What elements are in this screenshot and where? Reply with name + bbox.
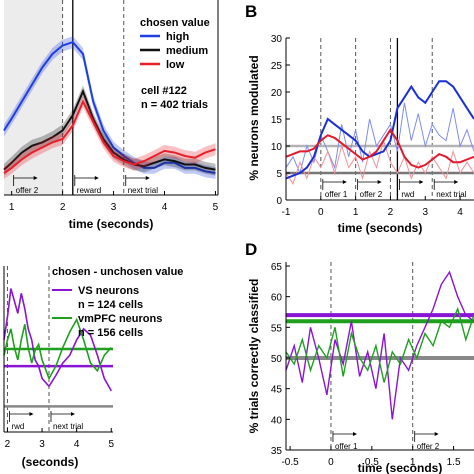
panel-a-legend-label-high: high — [166, 31, 189, 43]
panel-d-event-label-offer1: offer 1 — [335, 442, 358, 451]
panel-d-y-tick-label: 35 — [271, 446, 283, 457]
panel-d-x-tick-label: 1.5 — [447, 457, 461, 468]
panel-b-y-tick-label: 10 — [271, 142, 283, 153]
panel-b-x-tick-label: 2 — [388, 207, 394, 218]
panel-a-series-high — [3, 40, 216, 174]
panel-d-x-tick-label: -0.5 — [281, 457, 299, 468]
panel-d-y-tick-label: 60 — [271, 293, 283, 304]
panel-d-y-tick-label: 65 — [271, 262, 283, 273]
panel-d-y-label: % trials correctly classified — [247, 279, 261, 434]
panel-b: B offer 1 offer 2 rwd next trial -1 0 1 2 3 4051… — [245, 2, 474, 235]
panel-c-event-label-next-trial-arrowhead — [70, 412, 75, 416]
panel-b-event-label-next-trial: next trial — [436, 190, 466, 199]
panel-c-x-tick-label: 5 — [108, 439, 114, 450]
panel-c-series-vmpfc — [3, 317, 112, 381]
panel-b-x-tick-label: 1 — [353, 207, 359, 218]
panel-a-event-label-reward-arrowhead — [94, 176, 99, 180]
panel-d-x-tick-label: 1 — [410, 457, 416, 468]
panel-a-shaded-region — [4, 0, 63, 195]
panel-d-y-tick-label: 40 — [271, 415, 283, 426]
panel-a-x-label: time (seconds) — [69, 217, 154, 231]
panel-c-series-vs — [3, 288, 112, 392]
panel-a-x-tick-label: 2 — [60, 202, 66, 213]
panel-b-event-label-rwd: rwd — [401, 190, 414, 199]
panel-b-event-label-offer2: offer 2 — [360, 190, 383, 199]
panel-b-x-label: time (seconds) — [338, 221, 423, 235]
panel-c-event-label-rwd-arrowhead — [29, 412, 34, 416]
panel-d-event-label-offer1-arrowhead — [352, 432, 357, 436]
panel-b-x-tick-label: -1 — [282, 207, 291, 218]
panel-c-x-tick-label: 4 — [74, 439, 80, 450]
panel-b-letter: B — [245, 2, 257, 21]
panel-c-event-label-next-trial: next trial — [53, 422, 83, 431]
panel-a: offer 2 reward next trial 1 2 3 4 5 time (seco… — [3, 0, 219, 231]
panel-b-y-tick-label: 15 — [271, 115, 283, 126]
panel-a-event-label-next-trial: next trial — [128, 186, 158, 195]
panel-a-series-band-medium — [4, 85, 216, 176]
panel-a-x-tick-label: 1 — [9, 202, 15, 213]
panel-b-series-light_red — [285, 138, 474, 185]
panel-a-event-label-offer2-arrowhead — [33, 176, 38, 180]
panel-b-y-label: % neurons modulated — [247, 55, 261, 180]
panel-b-y-tick-label: 20 — [271, 88, 283, 99]
panel-d-x-label: time (seconds) — [358, 461, 443, 474]
panel-a-series-medium — [3, 88, 216, 171]
panel-d-x-tick-label: 0 — [328, 457, 334, 468]
panel-c-legend-count-vs: n = 124 cells — [78, 299, 143, 311]
panel-b-series-light_blue — [285, 102, 474, 175]
panel-a-x-tick-label: 5 — [213, 202, 219, 213]
panel-a-annotation-cell: cell #122 — [141, 85, 187, 97]
panel-d-y-tick-label: 50 — [271, 354, 283, 365]
panel-a-event-label-reward: reward — [77, 186, 101, 195]
panel-a-series-low — [3, 99, 216, 174]
panel-c-x-label: (seconds) — [22, 455, 79, 469]
panel-d: D offer 1 offer 2 -0.5 0 0.5 1 1.5 35 40 45 50 55 6… — [245, 240, 474, 474]
panel-c-legend-title: chosen - unchosen value — [52, 266, 183, 278]
panel-b-x-tick-label: 3 — [422, 207, 428, 218]
panel-b-event-label-offer1: offer 1 — [325, 190, 348, 199]
panel-c-legend-label-vs: VS neurons — [78, 285, 139, 297]
panel-b-series-red — [285, 127, 474, 169]
panel-a-annotation-trials: n = 402 trials — [141, 99, 208, 111]
panel-a-x-tick-label: 4 — [162, 202, 168, 213]
panel-b-y-tick-label: 25 — [271, 61, 283, 72]
panel-b-x-tick-label: 0 — [318, 207, 324, 218]
panel-a-legend-label-medium: medium — [166, 45, 208, 57]
panel-b-y-tick-label: 30 — [271, 34, 283, 45]
panel-b-series-blue — [285, 80, 474, 180]
panel-c-legend-label-vmpfc: vmPFC neurons — [78, 313, 162, 325]
panel-c: rwd next trial 2 3 4 5 (seconds) chosen - un… — [3, 266, 183, 469]
panel-d-series-vs — [285, 270, 474, 420]
panel-d-letter: D — [245, 240, 257, 259]
panel-c-x-tick-label: 2 — [5, 439, 11, 450]
panel-b-event-label-next-trial-arrowhead — [454, 180, 459, 184]
panel-d-y-tick-label: 45 — [271, 385, 283, 396]
panel-d-y-tick-label: 55 — [271, 323, 283, 334]
panel-a-legend: high medium low — [140, 31, 208, 71]
panel-b-event-label-rwd-arrowhead — [419, 180, 424, 184]
panel-b-event-label-offer1-arrowhead — [342, 180, 347, 184]
panel-b-event-label-offer2-arrowhead — [377, 180, 382, 184]
panel-d-x-tick-label: 0.5 — [365, 457, 379, 468]
panel-d-series-vmpfc — [285, 306, 474, 383]
panel-d-event-label-offer2-arrowhead — [434, 432, 439, 436]
panel-c-legend: VS neurons n = 124 cells vmPFC neurons n = … — [52, 285, 162, 339]
panel-c-x-tick-label: 3 — [39, 439, 45, 450]
panel-a-event-label-next-trial-arrowhead — [145, 176, 150, 180]
panel-c-legend-count-vmpfc: n = 156 cells — [78, 327, 143, 339]
panel-a-legend-title: chosen value — [140, 17, 210, 29]
panel-d-event-label-offer2: offer 2 — [417, 442, 440, 451]
panel-c-event-label-rwd: rwd — [11, 422, 24, 431]
panel-b-x-tick-label: 4 — [457, 207, 463, 218]
panel-b-y-tick-label: 5 — [276, 169, 282, 180]
panel-a-legend-label-low: low — [166, 59, 185, 71]
panel-b-y-tick-label: 0 — [276, 196, 282, 207]
panel-a-x-tick-label: 3 — [111, 202, 117, 213]
panel-a-event-label-offer2: offer 2 — [16, 186, 39, 195]
